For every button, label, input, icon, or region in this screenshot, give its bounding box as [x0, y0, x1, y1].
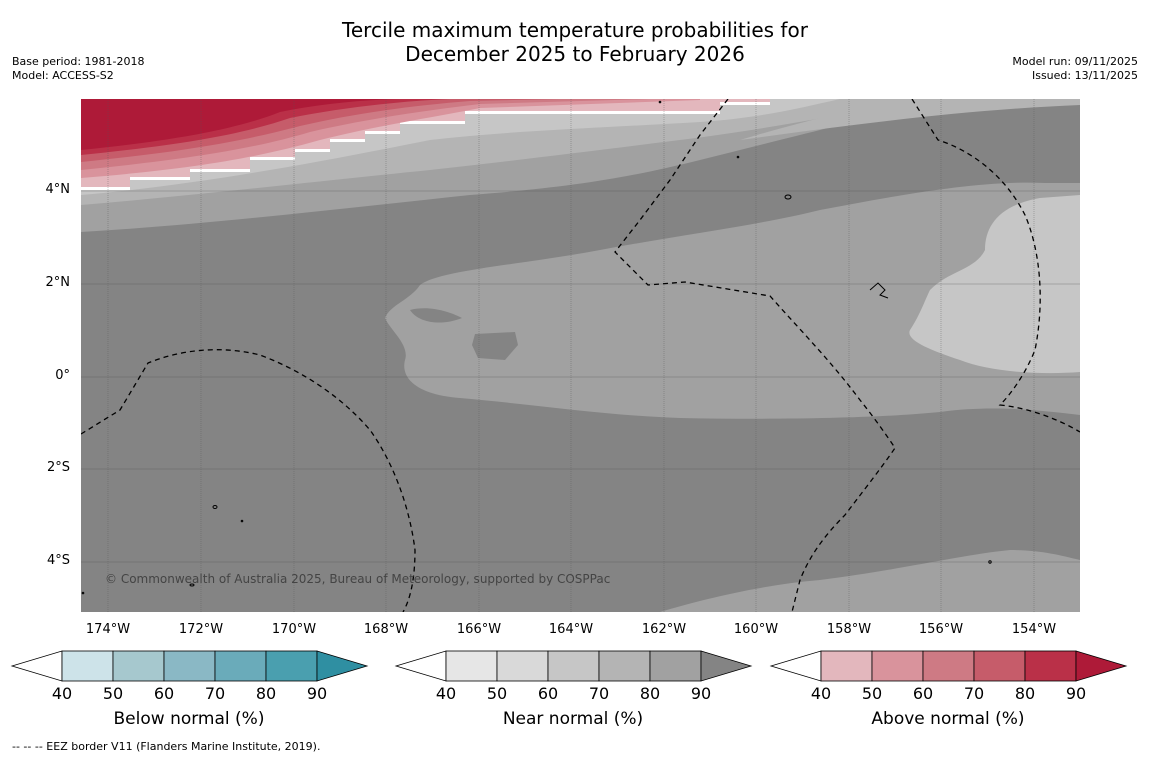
issued-date: Issued: 13/11/2025 [1031, 69, 1138, 82]
below-swatch-60 [163, 650, 216, 682]
map-title: Tercile maximum temperature probabilitie… [0, 18, 1150, 66]
above-tick-label: 70 [963, 684, 985, 703]
below-tick-label: 60 [153, 684, 175, 703]
colorbar-near-extend-high [700, 650, 753, 682]
near-swatch-70 [598, 650, 651, 682]
lon-label-172w: 172°W [178, 622, 224, 637]
colorbar-below-extend-high [316, 650, 369, 682]
below-tick-label: 40 [51, 684, 73, 703]
above-swatch-50 [871, 650, 924, 682]
colorbar-above-extend-low [769, 650, 822, 682]
near-tick-label: 40 [435, 684, 457, 703]
colorbar-above [769, 650, 1128, 682]
copyright-notice: © Commonwealth of Australia 2025, Bureau… [105, 572, 611, 586]
above-normal-title: Above normal (%) [871, 709, 1025, 729]
graticule [81, 99, 1080, 612]
title-line-1: Tercile maximum temperature probabilitie… [342, 18, 808, 42]
near-tick-label: 90 [690, 684, 712, 703]
islands [81, 100, 992, 595]
above-tick-label: 50 [861, 684, 883, 703]
lon-label-156w: 156°W [918, 622, 964, 637]
lon-label-160w: 160°W [733, 622, 779, 637]
meta-right: Model run: 09/11/2025 Issued: 13/11/2025 [1012, 55, 1138, 83]
above-swatch-80 [1024, 650, 1077, 682]
meta-left: Base period: 1981-2018 Model: ACCESS-S2 [12, 55, 144, 83]
lat-label-0: 0° [55, 368, 70, 383]
region-notch [410, 308, 462, 323]
lat-label-2n: 2°N [45, 275, 71, 290]
near-tick-label: 60 [537, 684, 559, 703]
below-swatch-70 [214, 650, 267, 682]
near-tick-label: 80 [639, 684, 661, 703]
lat-label-2s: 2°S [46, 460, 70, 475]
eez-borders [81, 99, 1080, 612]
below-swatch-40 [61, 650, 114, 682]
above-tick-label: 80 [1014, 684, 1036, 703]
colorbar-below [10, 650, 369, 682]
base-period: Base period: 1981-2018 [12, 55, 145, 68]
region-near-80-south [660, 550, 1080, 612]
lon-label-168w: 168°W [363, 622, 409, 637]
lon-label-154w: 154°W [1011, 622, 1057, 637]
below-swatch-50 [112, 650, 165, 682]
region-near-70-ne [740, 99, 1080, 140]
near-tick-label: 70 [588, 684, 610, 703]
below-swatch-80 [265, 650, 318, 682]
lon-label-174w: 174°W [85, 622, 131, 637]
above-tick-label: 90 [1065, 684, 1087, 703]
near-normal-title: Near normal (%) [502, 709, 644, 729]
above-swatch-70 [973, 650, 1026, 682]
below-tick-label: 90 [306, 684, 328, 703]
colorbar-near-extend-low [394, 650, 447, 682]
colorbar-near [394, 650, 753, 682]
lon-label-166w: 166°W [456, 622, 502, 637]
lon-label-158w: 158°W [826, 622, 872, 637]
title-line-2: December 2025 to February 2026 [405, 42, 745, 66]
colorbar-below-extend-low [10, 650, 63, 682]
model-run: Model run: 09/11/2025 [1012, 55, 1138, 68]
region-above-90 [81, 99, 400, 150]
below-tick-label: 70 [204, 684, 226, 703]
region-near-80-central [385, 182, 1080, 419]
below-tick-label: 80 [255, 684, 277, 703]
above-tick-label: 40 [810, 684, 832, 703]
lat-label-4s: 4°S [46, 553, 70, 568]
region-dark-patch [472, 332, 518, 360]
above-tick-label: 60 [912, 684, 934, 703]
near-swatch-80 [649, 650, 702, 682]
lon-label-170w: 170°W [271, 622, 317, 637]
colorbar-above-extend-high [1075, 650, 1128, 682]
lat-label-4n: 4°N [45, 182, 71, 197]
lon-label-164w: 164°W [548, 622, 594, 637]
below-normal-title: Below normal (%) [113, 709, 265, 729]
above-swatch-40 [820, 650, 873, 682]
near-swatch-60 [547, 650, 600, 682]
below-tick-label: 50 [102, 684, 124, 703]
near-swatch-40 [445, 650, 498, 682]
model-name: Model: ACCESS-S2 [12, 69, 114, 82]
lon-label-162w: 162°W [641, 622, 687, 637]
eez-footnote: -- -- -- EEZ border V11 (Flanders Marine… [12, 740, 321, 753]
near-swatch-50 [496, 650, 549, 682]
above-swatch-60 [922, 650, 975, 682]
near-tick-label: 50 [486, 684, 508, 703]
